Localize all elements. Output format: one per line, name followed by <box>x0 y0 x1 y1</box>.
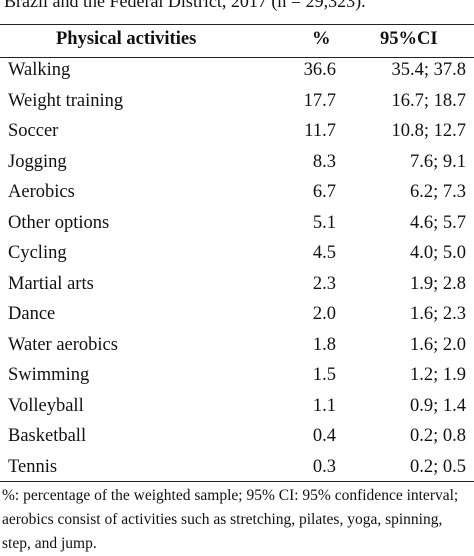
table-row: Water aerobics 1.8 1.6; 2.0 <box>0 331 474 362</box>
activity: Tennis <box>8 456 58 477</box>
percent: 6.7 <box>312 182 336 202</box>
table-row: Martial arts 2.3 1.9; 2.8 <box>0 270 474 301</box>
confidence-interval: 0.9; 1.4 <box>409 395 466 416</box>
percent: 0.4 <box>312 426 336 446</box>
activity: Soccer <box>8 121 59 141</box>
top-rule <box>0 24 474 25</box>
percent: 0.3 <box>312 456 336 477</box>
confidence-interval: 1.9; 2.8 <box>409 273 466 294</box>
confidence-interval: 0.2; 0.8 <box>409 426 466 446</box>
activity: Jogging <box>8 151 67 172</box>
percent: 1.8 <box>312 334 336 355</box>
activity: Dance <box>8 304 56 324</box>
percent: 4.5 <box>312 243 336 263</box>
percent: 2.0 <box>312 304 336 324</box>
table-row: Soccer 11.7 10.8; 12.7 <box>0 117 474 148</box>
table-row: Dance 2.0 1.6; 2.3 <box>0 300 474 331</box>
percent: 8.3 <box>312 151 336 172</box>
header-activity: Physical activities <box>56 29 197 49</box>
activity: Water aerobics <box>8 334 118 355</box>
header-confidence-interval: 95%CI <box>380 29 438 49</box>
confidence-interval: 1.2; 1.9 <box>409 365 466 385</box>
percent: 36.6 <box>303 60 336 80</box>
percent: 11.7 <box>304 121 336 141</box>
percent: 1.1 <box>312 395 336 416</box>
percent: 17.7 <box>303 90 336 111</box>
table-row: Jogging 8.3 7.6; 9.1 <box>0 148 474 179</box>
table-row: Other options 5.1 4.6; 5.7 <box>0 209 474 240</box>
table-row: Tennis 0.3 0.2; 0.5 <box>0 453 474 484</box>
activity: Swimming <box>8 365 90 385</box>
header-percent: % <box>312 29 331 49</box>
activity: Cycling <box>8 243 67 263</box>
confidence-interval: 0.2; 0.5 <box>409 456 466 477</box>
confidence-interval: 10.8; 12.7 <box>391 121 466 141</box>
confidence-interval: 35.4; 37.8 <box>391 60 466 80</box>
table-footnote: %: percentage of the weighted sample; 95… <box>2 487 459 552</box>
percent: 2.3 <box>312 273 336 294</box>
confidence-interval: 1.6; 2.3 <box>409 304 466 324</box>
table-row: Swimming 1.5 1.2; 1.9 <box>0 361 474 392</box>
table-row: Weight training 17.7 16.7; 18.7 <box>0 87 474 118</box>
header-row: Physical activities% 95%CI <box>0 25 474 56</box>
activity: Martial arts <box>8 273 94 294</box>
table-caption: Brazil and the Federal District, 2017 (n… <box>4 0 366 11</box>
table-row: Aerobics 6.7 6.2; 7.3 <box>0 178 474 209</box>
activity: Other options <box>8 212 110 233</box>
activity: Basketball <box>8 426 87 446</box>
confidence-interval: 6.2; 7.3 <box>409 182 466 202</box>
activity: Walking <box>8 60 71 80</box>
confidence-interval: 16.7; 18.7 <box>391 90 466 111</box>
table-row: Basketball 0.4 0.2; 0.8 <box>0 422 474 453</box>
confidence-interval: 7.6; 9.1 <box>409 151 466 172</box>
table-row: Cycling 4.5 4.0; 5.0 <box>0 239 474 270</box>
confidence-interval: 4.6; 5.7 <box>409 212 466 233</box>
activity: Volleyball <box>8 395 84 416</box>
percent: 5.1 <box>312 212 336 233</box>
activity: Weight training <box>8 90 124 111</box>
table: Physical activities% 95%CI Walking 36.6 35.4… <box>0 25 474 483</box>
table-row: Walking 36.6 35.4; 37.8 <box>0 56 474 87</box>
confidence-interval: 4.0; 5.0 <box>409 243 466 263</box>
percent: 1.5 <box>312 365 336 385</box>
header-rule <box>0 57 474 58</box>
activity: Aerobics <box>8 182 75 202</box>
bottom-rule <box>0 481 474 482</box>
table-row: Volleyball 1.1 0.9; 1.4 <box>0 392 474 423</box>
confidence-interval: 1.6; 2.0 <box>409 334 466 355</box>
